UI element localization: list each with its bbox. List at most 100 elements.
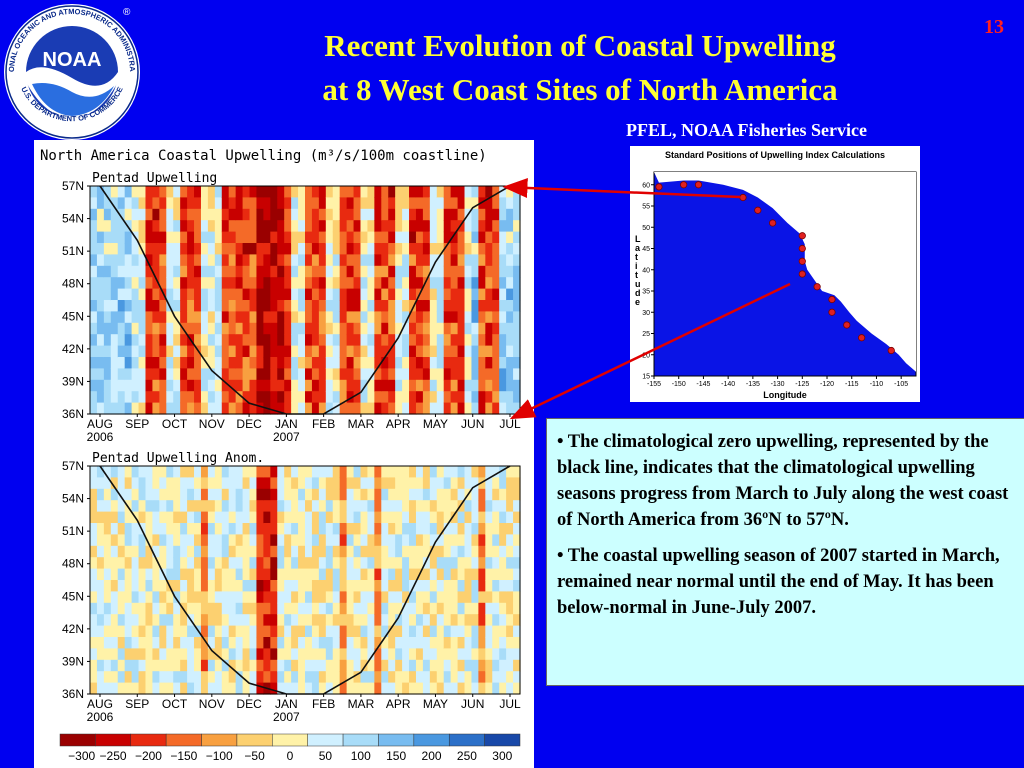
colorbar-tick-label: −150 (170, 749, 197, 763)
source-credit: PFEL, NOAA Fisheries Service (626, 120, 867, 140)
noaa-logo: NOAA NATIONAL OCEANIC AND ATMOSPHERIC AD… (2, 2, 140, 140)
x-tick-label: NOV (199, 417, 225, 431)
y-tick-label: 57N (62, 179, 84, 193)
upwelling-site-point (858, 334, 866, 342)
x-tick-label: FEB (312, 697, 335, 711)
map-y-tick: 15 (642, 374, 650, 381)
arrow-south (509, 282, 791, 420)
upwelling-site-point (798, 232, 806, 240)
colorbar-tick-label: −50 (244, 749, 265, 763)
y-tick-label: 39N (62, 654, 84, 668)
x-tick-label: JUL (499, 417, 521, 431)
map-y-tick: 35 (642, 289, 650, 296)
map-x-tick: -125 (795, 381, 809, 388)
y-tick-label: 54N (62, 492, 84, 506)
map-x-tick: -120 (820, 381, 834, 388)
map-y-tick: 45 (642, 246, 650, 253)
map-title: Standard Positions of Upwelling Index Ca… (665, 150, 885, 160)
colorbar-tick-label: −200 (135, 749, 162, 763)
x-tick-label: JUN (461, 697, 484, 711)
y-tick-label: 48N (62, 277, 84, 291)
colorbar-tick-label: 150 (386, 749, 406, 763)
y-tick-label: 48N (62, 557, 84, 571)
x-tick-label: MAR (348, 417, 375, 431)
upwelling-site-point (754, 206, 762, 214)
map-x-tick: -130 (771, 381, 785, 388)
title-line-2: at 8 West Coast Sites of North America (322, 72, 838, 107)
map-y-tick: 25 (642, 331, 650, 338)
colorbar-swatch (484, 733, 521, 747)
x-year-label: 2007 (273, 710, 300, 724)
arrow-north (502, 177, 741, 199)
upwelling-site-point (694, 181, 703, 189)
upwelling-site-point (655, 183, 663, 191)
x-tick-label: MAR (348, 697, 375, 711)
zero-upwelling-line (99, 185, 511, 415)
zero-upwelling-line (99, 465, 511, 695)
colorbar-tick-label: 200 (422, 749, 442, 763)
upwelling-site-point (798, 257, 806, 265)
x-tick-label: MAY (423, 417, 448, 431)
x-tick-label: DEC (236, 697, 262, 711)
colorbar-tick-label: 50 (319, 749, 333, 763)
y-tick-label: 36N (62, 687, 84, 701)
colorbar-tick-label: 0 (287, 749, 294, 763)
chart-subtitle: Pentad Upwelling Anom. (92, 451, 264, 466)
y-tick-label: 36N (62, 407, 84, 421)
map-x-tick: -155 (647, 381, 661, 388)
upwelling-site-point (798, 270, 806, 278)
map-land (654, 172, 916, 372)
x-tick-label: MAY (423, 697, 448, 711)
x-tick-label: SEP (125, 697, 149, 711)
x-tick-label: JUN (461, 417, 484, 431)
map-y-tick: 55 (642, 204, 650, 211)
upwelling-charts-panel: North America Coastal Upwelling (m³/s/10… (34, 140, 534, 768)
x-tick-label: JAN (275, 697, 298, 711)
x-year-label: 2007 (273, 430, 300, 444)
chart-subtitle: Pentad Upwelling (92, 171, 217, 186)
upwelling-site-point (828, 308, 836, 316)
y-tick-label: 39N (62, 374, 84, 388)
y-tick-label: 45N (62, 309, 84, 323)
colorbar-tick-label: 250 (457, 749, 477, 763)
colorbar: −300 −250 −200 −150 −100 −50 0 50 100 150 200 250 30… (59, 733, 521, 763)
x-tick-label: OCT (162, 417, 188, 431)
x-tick-label: NOV (199, 697, 225, 711)
y-tick-label: 54N (62, 212, 84, 226)
x-tick-label: JUL (499, 697, 521, 711)
colorbar-tick-label: 100 (351, 749, 371, 763)
bullet-2007-season: • The coastal upwelling season of 2007 s… (557, 546, 1000, 618)
chart-title: North America Coastal Upwelling (m³/s/10… (40, 148, 487, 164)
x-tick-label: AUG (87, 697, 113, 711)
upwelling-site-point (887, 346, 895, 355)
y-tick-label: 51N (62, 524, 84, 538)
colorbar-tick-label: −250 (100, 749, 127, 763)
upwelling-site-point (769, 219, 777, 227)
colorbar-tick-label: −300 (68, 749, 95, 763)
upwelling-charts-svg: North America Coastal Upwelling (m³/s/10… (40, 148, 521, 763)
slide-title: Recent Evolution of Coastal Upwelling at… (210, 24, 950, 112)
x-tick-label: APR (386, 417, 411, 431)
upwelling-map-panel: Standard Positions of Upwelling Index Ca… (630, 146, 920, 402)
map-y-tick: 20 (642, 352, 650, 359)
map-y-tick: 30 (642, 310, 650, 317)
explanation-text-box: • The climatological zero upwelling, rep… (546, 418, 1024, 686)
title-line-1: Recent Evolution of Coastal Upwelling (324, 28, 836, 63)
map-y-tick: 50 (642, 225, 650, 232)
map-x-tick: -140 (721, 381, 735, 388)
x-year-label: 2006 (87, 430, 114, 444)
bullet-zero-line: • The climatological zero upwelling, rep… (557, 432, 1009, 530)
upwelling-site-point (798, 244, 806, 253)
x-tick-label: APR (386, 697, 411, 711)
slide-number: 13 (984, 16, 1004, 38)
upwelling-site-point (828, 295, 836, 304)
svg-text:®: ® (123, 7, 131, 18)
y-tick-label: 45N (62, 589, 84, 603)
upwelling-site-point (680, 181, 688, 189)
map-x-tick: -135 (746, 381, 760, 388)
x-tick-label: JAN (275, 417, 298, 431)
